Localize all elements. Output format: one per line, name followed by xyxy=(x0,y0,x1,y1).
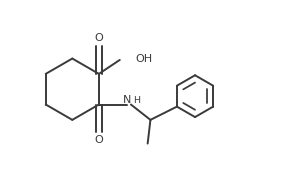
Text: O: O xyxy=(95,33,103,43)
Text: H: H xyxy=(133,96,140,105)
Text: N: N xyxy=(123,95,131,105)
Text: O: O xyxy=(95,135,103,145)
Text: OH: OH xyxy=(135,53,152,64)
